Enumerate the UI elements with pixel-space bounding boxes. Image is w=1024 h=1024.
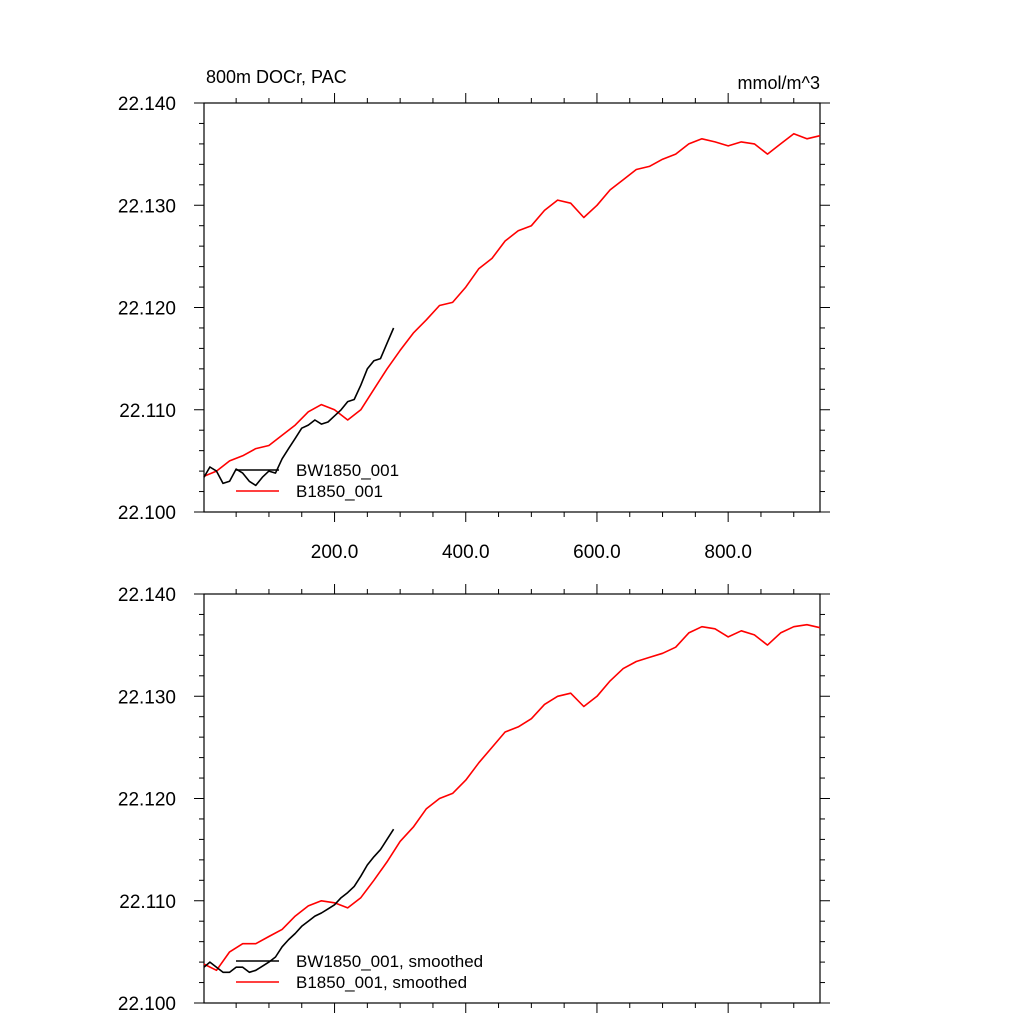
chart2-y-tick-label: 22.130 [118, 687, 176, 708]
chart2-plot-frame [203, 593, 821, 1004]
chart2-y-tick-label: 22.100 [118, 994, 176, 1015]
chart2-y-tick-label: 22.140 [118, 585, 176, 606]
chart1-title: 800m DOCr, PAC [206, 67, 347, 87]
chart2-legend-label: BW1850_001, smoothed [296, 952, 483, 971]
chart2-series-line-2 [203, 623, 821, 972]
chart1-x-tick-label: 800.0 [704, 542, 752, 563]
chart1-x-tick-label: 200.0 [311, 542, 359, 563]
chart1-legend-label: B1850_001 [296, 482, 383, 501]
chart1-series-line-1 [203, 327, 395, 487]
chart2-legend-label: B1850_001, smoothed [296, 973, 467, 992]
chart1-legend-label: BW1850_001 [296, 461, 399, 480]
chart1-y-tick-label: 22.110 [119, 401, 176, 422]
chart1-y-tick-label: 22.140 [118, 94, 176, 115]
chart1-x-tick-label: 400.0 [442, 542, 490, 563]
chart2-y-tick-label: 22.120 [118, 790, 176, 811]
chart1-y-tick-label: 22.130 [118, 196, 176, 217]
chart1-series-line-2 [203, 132, 821, 477]
chart1-x-tick-label: 600.0 [573, 542, 621, 563]
chart1-y-tick-label: 22.100 [118, 503, 176, 524]
chart1: 22.100 22.110 22.120 22.130 22.140 200.0 400.0… [118, 67, 830, 563]
chart2: 22.100 22.110 22.120 22.130 22.140 BW1850_001… [118, 584, 830, 1015]
chart1-units: mmol/m^3 [738, 73, 820, 93]
chart2-series-line-1 [203, 828, 395, 974]
chart1-y-tick-label: 22.120 [118, 299, 176, 320]
chart1-plot-frame [203, 102, 821, 513]
chart2-y-tick-label: 22.110 [119, 892, 176, 913]
